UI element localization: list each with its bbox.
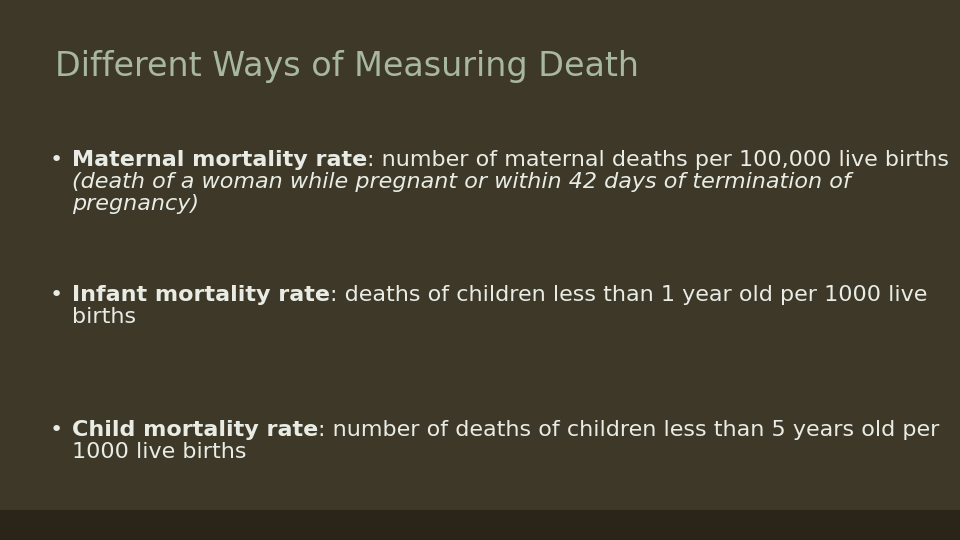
Text: Child mortality rate: Child mortality rate <box>72 420 319 440</box>
Text: •: • <box>50 150 63 170</box>
Text: pregnancy): pregnancy) <box>72 194 199 214</box>
Text: •: • <box>50 285 63 305</box>
Text: 1000 live births: 1000 live births <box>72 442 247 462</box>
Text: births: births <box>72 307 136 327</box>
Bar <box>0 510 960 540</box>
Text: Maternal mortality rate: Maternal mortality rate <box>72 150 368 170</box>
Text: •: • <box>50 420 63 440</box>
Text: (death of a woman while pregnant or within 42 days of termination of: (death of a woman while pregnant or with… <box>72 172 851 192</box>
Text: : number of deaths of children less than 5 years old per: : number of deaths of children less than… <box>319 420 940 440</box>
Text: Infant mortality rate: Infant mortality rate <box>72 285 330 305</box>
Text: : deaths of children less than 1 year old per 1000 live: : deaths of children less than 1 year ol… <box>330 285 927 305</box>
Text: Different Ways of Measuring Death: Different Ways of Measuring Death <box>55 50 639 83</box>
Text: : number of maternal deaths per 100,000 live births: : number of maternal deaths per 100,000 … <box>368 150 949 170</box>
